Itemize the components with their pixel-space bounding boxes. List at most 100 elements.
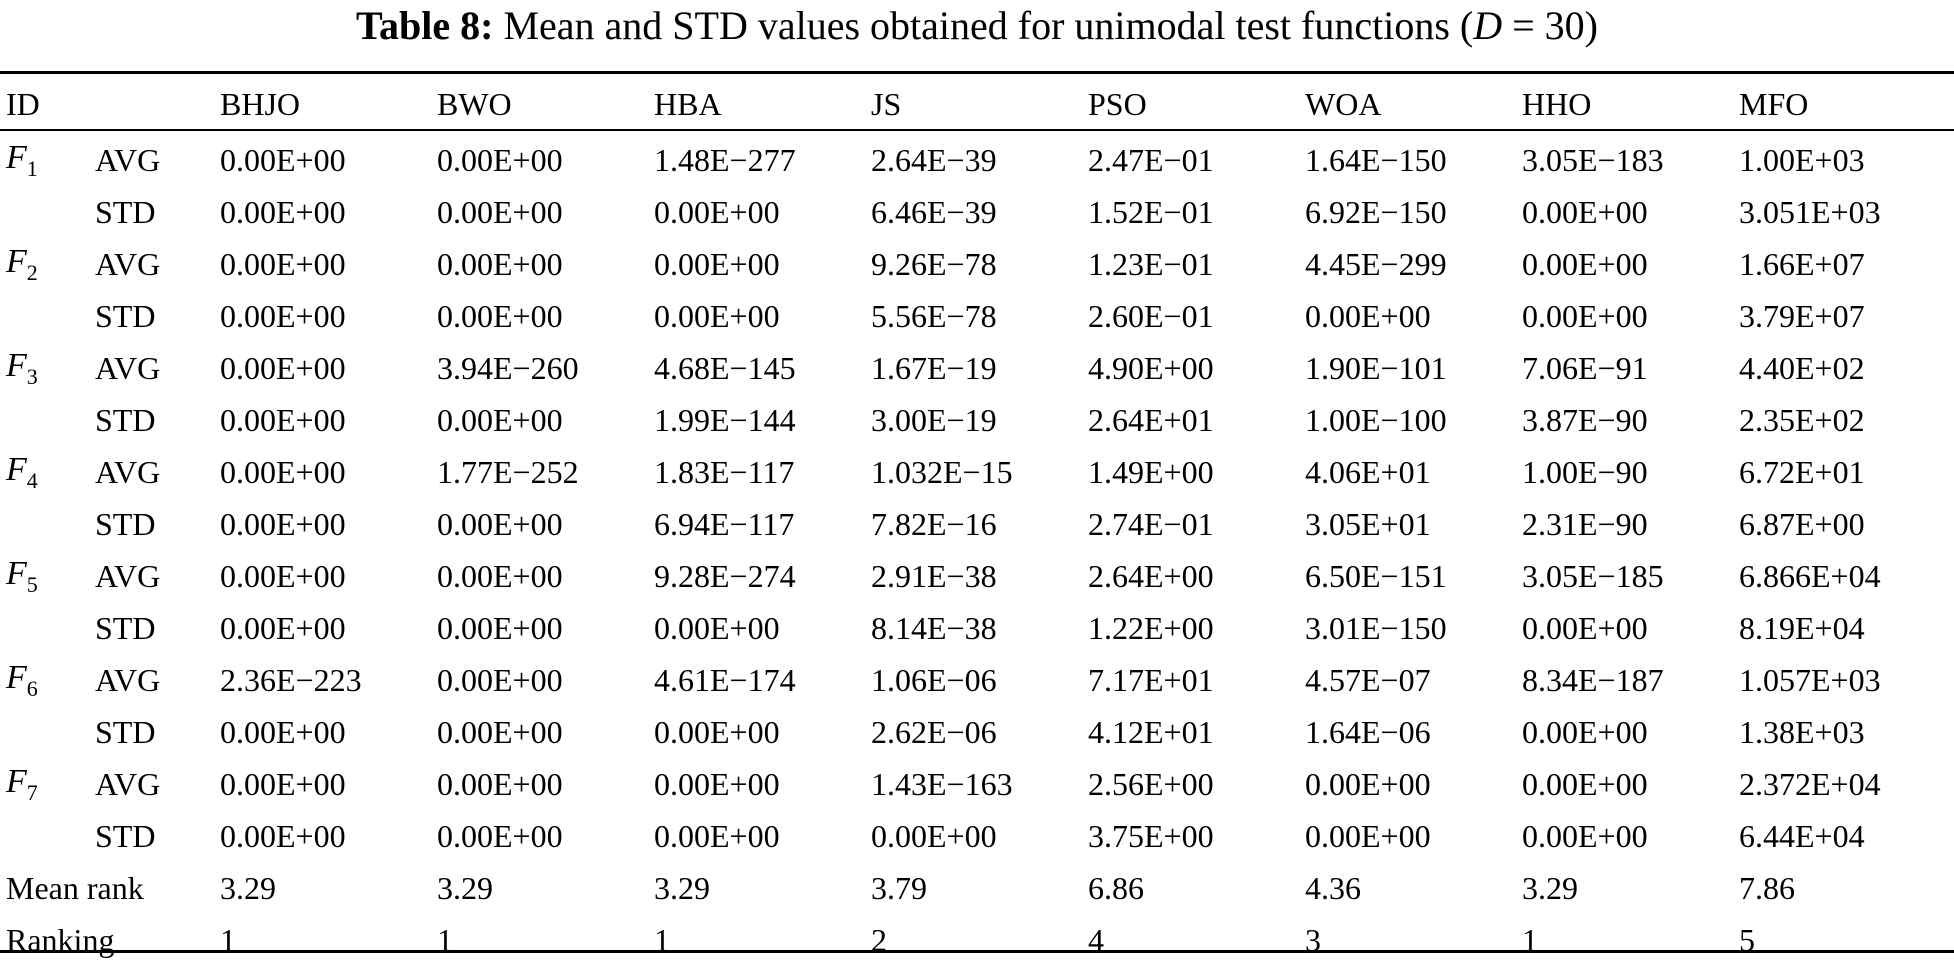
value-cell: 3.05E−183 <box>1522 141 1664 178</box>
bottom-rule <box>0 950 1954 953</box>
value-cell: 6.44E+04 <box>1739 817 1865 854</box>
value-cell: 8.19E+04 <box>1739 609 1865 646</box>
ranking-row-value: 4 <box>1088 921 1104 958</box>
value-cell: 0.00E+00 <box>654 245 780 282</box>
table-row: F7 AVG 0.00E+00 0.00E+00 0.00E+00 1.43E−163 2.… <box>0 758 1954 810</box>
function-letter: F <box>6 450 27 488</box>
value-cell: 0.00E+00 <box>220 557 346 594</box>
value-cell: 1.00E−90 <box>1522 453 1648 490</box>
value-cell: 2.31E−90 <box>1522 505 1648 542</box>
header-algorithm: WOA <box>1305 85 1382 122</box>
value-cell: 2.64E+01 <box>1088 401 1214 438</box>
value-cell: 0.00E+00 <box>437 713 563 750</box>
value-cell: 0.00E+00 <box>437 817 563 854</box>
value-cell: 4.61E−174 <box>654 661 796 698</box>
value-cell: 1.057E+03 <box>1739 661 1881 698</box>
header-algorithm: HHO <box>1522 85 1592 122</box>
function-id-cell: F5 <box>0 550 95 602</box>
value-cell: 2.91E−38 <box>871 557 997 594</box>
function-id: F7 <box>6 762 38 805</box>
value-cell: 0.00E+00 <box>437 245 563 282</box>
value-cell: 0.00E+00 <box>1522 193 1648 230</box>
stat-label: AVG <box>95 765 161 802</box>
value-cell: 6.92E−150 <box>1305 193 1447 230</box>
value-cell: 6.866E+04 <box>1739 557 1881 594</box>
value-cell: 0.00E+00 <box>1522 765 1648 802</box>
value-cell: 1.90E−101 <box>1305 349 1447 386</box>
table-row: F6 AVG 2.36E−223 0.00E+00 4.61E−174 1.06E−06 7… <box>0 654 1954 706</box>
function-index: 3 <box>26 363 38 389</box>
header-algorithm: HBA <box>654 85 722 122</box>
value-cell: 0.00E+00 <box>654 609 780 646</box>
value-cell: 0.00E+00 <box>654 193 780 230</box>
mean-rank-row-value: 3.29 <box>437 869 493 906</box>
value-cell: 0.00E+00 <box>437 193 563 230</box>
header-row: ID BHJO BWO HBA JS PSO WOA HHO MFO <box>0 78 1954 130</box>
mean-rank-row-value: 4.36 <box>1305 869 1361 906</box>
value-cell: 0.00E+00 <box>220 765 346 802</box>
value-cell: 0.00E+00 <box>654 297 780 334</box>
mean-rank-row-label: Mean rank <box>6 869 144 906</box>
ranking-row-value: 1 <box>654 921 670 958</box>
value-cell: 2.372E+04 <box>1739 765 1881 802</box>
value-cell: 0.00E+00 <box>1522 817 1648 854</box>
ranking-row-value: 3 <box>1305 921 1321 958</box>
ranking-row-value: 2 <box>871 921 887 958</box>
header-algorithm: BWO <box>437 85 512 122</box>
stat-label: STD <box>95 817 156 854</box>
function-id: F4 <box>6 450 38 493</box>
value-cell: 4.06E+01 <box>1305 453 1431 490</box>
value-cell: 4.90E+00 <box>1088 349 1214 386</box>
value-cell: 1.23E−01 <box>1088 245 1214 282</box>
table-row: STD 0.00E+00 0.00E+00 0.00E+00 2.62E−06 4.12E… <box>0 706 1954 758</box>
mean-rank-row-value: 3.29 <box>220 869 276 906</box>
table-row: STD 0.00E+00 0.00E+00 0.00E+00 8.14E−38 1.22E… <box>0 602 1954 654</box>
table-caption: Table 8: Mean and STD values obtained fo… <box>0 0 1954 62</box>
function-id-cell <box>0 706 95 758</box>
value-cell: 0.00E+00 <box>220 713 346 750</box>
ranking-row-value: 1 <box>220 921 236 958</box>
ranking-row-label: Ranking <box>6 921 115 958</box>
table-body: F1 AVG 0.00E+00 0.00E+00 1.48E−277 2.64E−39 2.… <box>0 130 1954 966</box>
value-cell: 4.68E−145 <box>654 349 796 386</box>
value-cell: 6.46E−39 <box>871 193 997 230</box>
value-cell: 1.49E+00 <box>1088 453 1214 490</box>
value-cell: 1.38E+03 <box>1739 713 1865 750</box>
function-id-cell: F3 <box>0 342 95 394</box>
function-id: F1 <box>6 139 38 181</box>
mean-rank-row-value: 3.29 <box>1522 869 1578 906</box>
value-cell: 3.01E−150 <box>1305 609 1447 646</box>
ranking-row-value: 1 <box>1522 921 1538 958</box>
function-letter: F <box>6 658 27 696</box>
function-id-cell <box>0 498 95 550</box>
value-cell: 4.45E−299 <box>1305 245 1447 282</box>
stat-label: AVG <box>95 661 161 698</box>
value-cell: 0.00E+00 <box>437 141 563 178</box>
function-id-cell: F1 <box>0 134 95 186</box>
stat-label: AVG <box>95 453 161 490</box>
table-row: STD 0.00E+00 0.00E+00 0.00E+00 6.46E−39 1.52E… <box>0 186 1954 238</box>
stat-label: AVG <box>95 349 161 386</box>
function-letter: F <box>6 762 27 800</box>
function-id: F2 <box>6 243 38 285</box>
value-cell: 2.64E+00 <box>1088 557 1214 594</box>
stat-label: STD <box>95 505 156 542</box>
function-letter: F <box>6 346 27 384</box>
value-cell: 0.00E+00 <box>220 349 346 386</box>
table-row: STD 0.00E+00 0.00E+00 0.00E+00 0.00E+00 3.75E… <box>0 810 1954 862</box>
function-id-cell <box>0 602 95 654</box>
value-cell: 0.00E+00 <box>437 765 563 802</box>
value-cell: 6.50E−151 <box>1305 557 1447 594</box>
table-row: F4 AVG 0.00E+00 1.77E−252 1.83E−117 1.032E−15… <box>0 446 1954 498</box>
mean-rank-row-value: 3.29 <box>654 869 710 906</box>
function-index: 4 <box>26 467 38 493</box>
header-algorithm: JS <box>871 85 902 122</box>
stat-label: STD <box>95 193 156 230</box>
ranking-row: Ranking 1 1 1 2 4 3 1 5 <box>0 914 1954 966</box>
mean-rank-row-value: 3.79 <box>871 869 927 906</box>
table-row: STD 0.00E+00 0.00E+00 6.94E−117 7.82E−16 2.74… <box>0 498 1954 550</box>
value-cell: 0.00E+00 <box>220 245 346 282</box>
value-cell: 0.00E+00 <box>1522 609 1648 646</box>
value-cell: 3.051E+03 <box>1739 193 1881 230</box>
value-cell: 1.83E−117 <box>654 453 795 490</box>
